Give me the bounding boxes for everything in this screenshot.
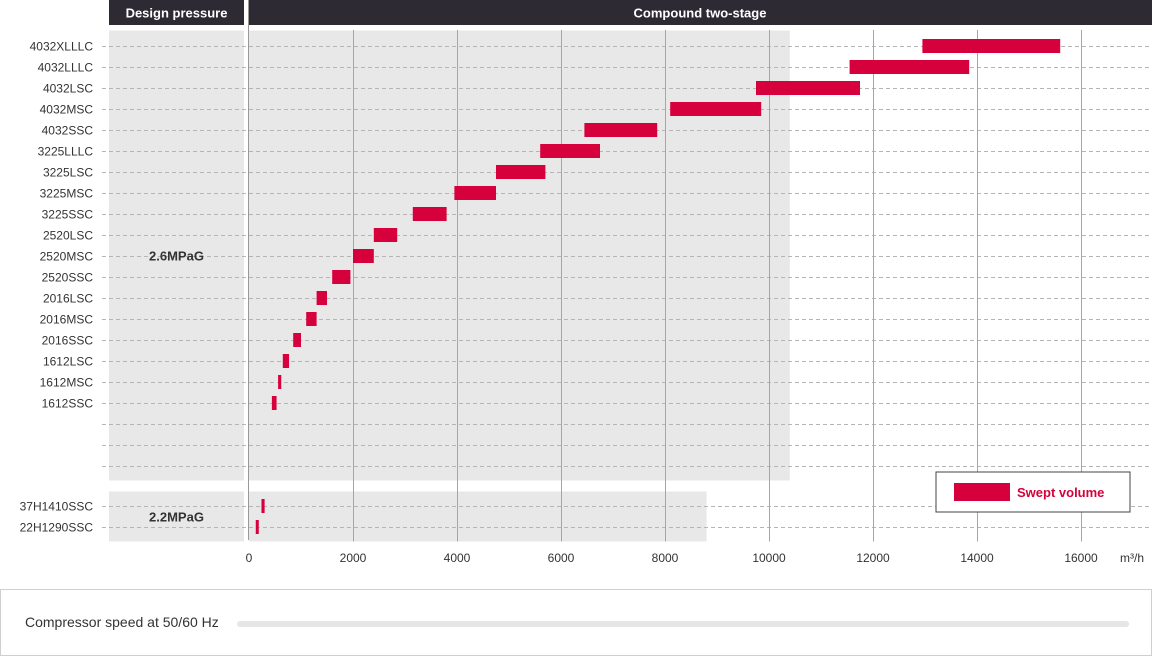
x-tick-6000: 6000 (548, 551, 575, 565)
bar-1612MSC (278, 375, 282, 389)
model-label-4032LSC: 4032LSC (43, 82, 93, 96)
bar-3225SSC (412, 207, 447, 221)
compressor-speed-panel: Compressor speed at 50/60 Hz (0, 589, 1152, 656)
model-label-2016SSC: 2016SSC (42, 334, 94, 348)
pressure-label-0: 2.6MPaG (149, 249, 204, 264)
compound-two-stage-header (249, 0, 1152, 25)
model-label-1612LSC: 1612LSC (43, 355, 93, 369)
x-axis-unit: m³/h (1120, 551, 1144, 565)
bar-37H1410SSC (261, 499, 265, 513)
x-tick-16000: 16000 (1064, 551, 1098, 565)
compressor-speed-track (237, 621, 1129, 627)
bar-2520SSC (332, 270, 351, 284)
swept-volume-chart: Design pressure Compound two-stage 2.6MP… (20, 0, 1152, 565)
bar-1612SSC (271, 396, 277, 410)
pressure-band-0 (109, 30, 244, 481)
range-band-0 (249, 30, 790, 481)
x-tick-8000: 8000 (652, 551, 679, 565)
model-label-3225MSC: 3225MSC (40, 187, 94, 201)
bar-4032MSC (670, 102, 762, 116)
compound-two-stage-header-text: Compound two-stage (634, 6, 767, 21)
design-pressure-header-text: Design pressure (126, 6, 228, 21)
model-label-4032MSC: 4032MSC (40, 103, 94, 117)
bar-1612LSC (282, 354, 290, 368)
x-tick-14000: 14000 (960, 551, 994, 565)
bar-4032XLLLC (922, 39, 1061, 53)
model-label-4032LLLC: 4032LLLC (38, 61, 94, 75)
model-label-2520LSC: 2520LSC (43, 229, 93, 243)
bar-22H1290SSC (255, 520, 259, 534)
legend-label: Swept volume (1017, 485, 1104, 500)
model-label-1612MSC: 1612MSC (40, 376, 94, 390)
legend-swatch (954, 483, 1010, 501)
bar-2016MSC (306, 312, 317, 326)
model-label-2520MSC: 2520MSC (40, 250, 94, 264)
legend: Swept volume (935, 471, 1131, 513)
pressure-band-1 (109, 491, 244, 542)
bar-2016SSC (293, 333, 301, 347)
x-tick-2000: 2000 (340, 551, 367, 565)
compressor-speed-label: Compressor speed at 50/60 Hz (25, 614, 219, 630)
x-tick-12000: 12000 (856, 551, 890, 565)
range-band-1 (249, 491, 707, 542)
model-label-1612SSC: 1612SSC (42, 397, 94, 411)
bar-4032SSC (584, 123, 658, 137)
bar-3225LLLC (540, 144, 600, 158)
model-label-3225SSC: 3225SSC (42, 208, 94, 222)
bar-2016LSC (316, 291, 327, 305)
bar-2520MSC (353, 249, 374, 263)
model-label-22H1290SSC: 22H1290SSC (20, 521, 94, 535)
bar-3225LSC (496, 165, 546, 179)
model-label-2016LSC: 2016LSC (43, 292, 93, 306)
model-label-4032SSC: 4032SSC (42, 124, 94, 138)
model-label-2016MSC: 2016MSC (40, 313, 94, 327)
x-tick-0: 0 (246, 551, 253, 565)
model-label-2520SSC: 2520SSC (42, 271, 94, 285)
model-label-4032XLLLC: 4032XLLLC (30, 40, 94, 54)
x-tick-4000: 4000 (444, 551, 471, 565)
model-label-3225LSC: 3225LSC (43, 166, 93, 180)
bar-4032LSC (756, 81, 860, 95)
x-tick-10000: 10000 (752, 551, 786, 565)
bar-2520LSC (373, 228, 398, 242)
model-label-37H1410SSC: 37H1410SSC (20, 500, 94, 514)
bar-4032LLLC (849, 60, 970, 74)
design-pressure-header (109, 0, 244, 25)
model-label-3225LLLC: 3225LLLC (38, 145, 94, 159)
bar-3225MSC (454, 186, 496, 200)
pressure-label-1: 2.2MPaG (149, 510, 204, 525)
